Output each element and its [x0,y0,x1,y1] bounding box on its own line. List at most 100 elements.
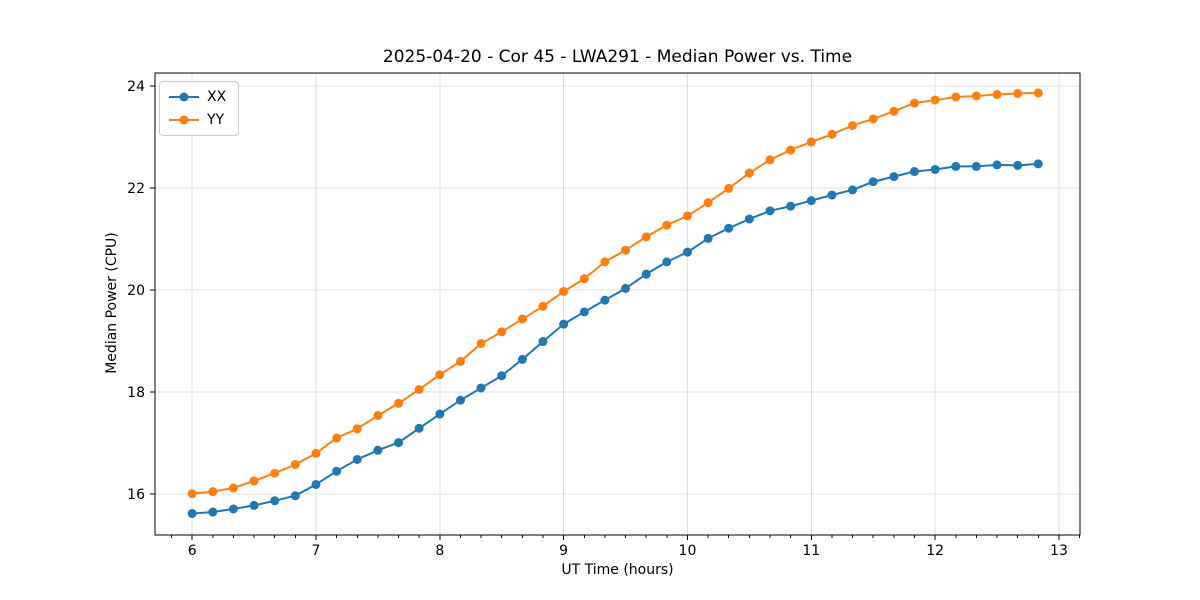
data-point-xx [311,479,321,489]
data-point-xx [827,190,837,200]
legend-label-xx: XX [207,89,227,105]
data-point-yy [600,257,610,267]
data-point-xx [703,233,713,243]
data-point-xx [476,383,486,393]
data-point-yy [992,89,1002,99]
data-point-xx [497,371,507,381]
data-point-xx [765,206,775,216]
data-point-yy [868,114,878,124]
data-point-xx [682,247,692,257]
data-point-yy [311,448,321,458]
data-point-xx [909,167,919,177]
y-tick-label: 20 [127,283,145,299]
data-point-xx [806,196,816,206]
data-point-yy [579,274,589,284]
data-point-xx [848,185,858,195]
y-tick-label: 18 [127,385,145,401]
data-point-yy [373,411,383,421]
data-point-yy [621,245,631,255]
data-point-yy [517,314,527,324]
x-tick-label: 11 [802,543,820,559]
data-point-xx [249,500,259,510]
data-point-xx [559,319,569,329]
x-tick-label: 7 [312,543,321,559]
axis-ticks [150,85,1081,540]
legend-item-xx: XX [169,88,226,106]
data-point-xx [208,507,218,517]
data-point-yy [228,483,238,493]
data-point-yy [559,286,569,296]
data-point-yy [827,129,837,139]
data-point-xx [517,354,527,364]
data-point-yy [394,398,404,408]
data-point-yy [909,98,919,108]
data-point-yy [1033,88,1043,98]
x-tick-label: 9 [559,543,568,559]
x-tick-label: 8 [435,543,444,559]
data-point-xx [662,257,672,267]
x-axis-label: UT Time (hours) [561,562,674,578]
grid-lines [155,73,1080,535]
data-point-xx [414,423,424,433]
series-yy [187,88,1043,499]
data-point-yy [476,339,486,349]
legend-label-yy: YY [207,112,225,128]
data-point-yy [208,487,218,497]
data-point-xx [889,172,899,182]
data-point-yy [724,183,734,193]
tick-labels: 6 7 8 9 10 11 12 13 16 18 20 22 24 [127,79,1068,559]
data-point-xx [290,491,300,501]
data-point-yy [930,95,940,105]
legend: XX YY [159,81,240,136]
x-tick-label: 10 [679,543,697,559]
data-point-yy [270,468,280,478]
data-point-yy [703,198,713,208]
x-tick-label: 6 [188,543,197,559]
data-point-yy [1013,88,1023,98]
data-point-yy [290,460,300,470]
data-point-xx [352,454,362,464]
data-point-xx [868,177,878,187]
data-point-yy [765,155,775,165]
data-point-xx [724,223,734,233]
data-point-yy [744,168,754,178]
data-point-yy [806,137,816,147]
legend-marker-xx-icon [169,88,199,106]
data-point-yy [971,91,981,101]
data-point-yy [662,220,672,230]
data-point-xx [455,395,465,405]
y-axis-label: Median Power (CPU) [104,232,120,374]
x-tick-label: 12 [926,543,944,559]
legend-item-yy: YY [169,111,226,129]
data-point-yy [889,106,899,116]
data-point-xx [744,214,754,224]
data-point-xx [270,496,280,506]
data-point-xx [187,509,197,519]
data-point-xx [971,161,981,171]
data-point-yy [786,145,796,155]
data-point-yy [951,92,961,102]
data-point-yy [641,232,651,242]
data-point-xx [951,161,961,171]
y-tick-label: 22 [127,181,145,197]
y-tick-label: 16 [127,487,145,503]
data-point-yy [332,433,342,443]
data-point-xx [930,164,940,174]
data-point-yy [249,476,259,486]
data-point-yy [435,370,445,380]
data-point-yy [538,301,548,311]
data-point-yy [497,327,507,337]
axes-spines [154,72,1081,536]
data-point-yy [352,424,362,434]
data-point-xx [641,269,651,279]
data-point-xx [1033,159,1043,169]
data-point-yy [187,489,197,499]
legend-marker-yy-icon [169,111,199,129]
chart-title: 2025-04-20 - Cor 45 - LWA291 - Median Po… [382,47,853,67]
data-point-xx [373,445,383,455]
data-point-xx [394,438,404,448]
data-point-xx [538,337,548,347]
data-point-xx [992,160,1002,170]
data-point-xx [621,283,631,293]
